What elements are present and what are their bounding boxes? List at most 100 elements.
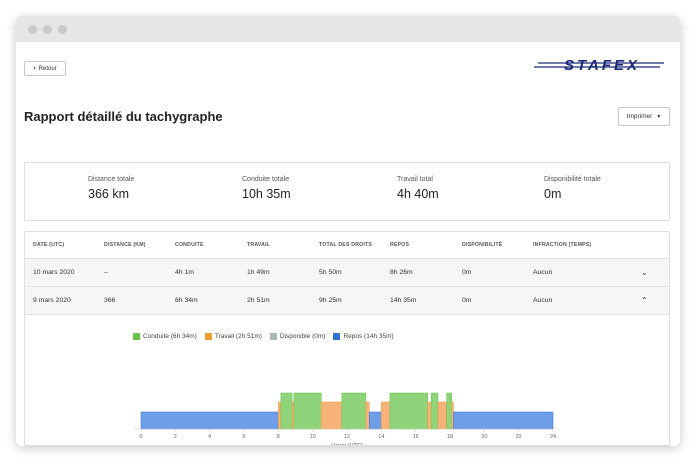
col-header-repos[interactable]: Repos bbox=[390, 242, 410, 248]
segment-conduite[interactable] bbox=[430, 392, 439, 430]
cell-repos: 14h 35m bbox=[390, 297, 417, 304]
back-button-label: Retour bbox=[38, 65, 57, 72]
cell-distance: – bbox=[104, 269, 108, 276]
segment-conduite[interactable] bbox=[293, 392, 322, 430]
x-axis-label: Heure (UTC) bbox=[331, 443, 363, 446]
chevron-up-icon[interactable]: ⌃ bbox=[641, 296, 648, 305]
x-tick-label: 8 bbox=[277, 434, 280, 440]
x-tick-label: 12 bbox=[344, 434, 350, 440]
x-tick-label: 14 bbox=[378, 434, 384, 440]
legend-label: Repos (14h 35m) bbox=[343, 333, 394, 340]
stat-value: 0m bbox=[544, 187, 562, 201]
segment-travail[interactable] bbox=[321, 401, 343, 430]
segment-travail[interactable] bbox=[291, 401, 295, 430]
logo-text: STAFEX bbox=[564, 57, 640, 73]
segment-travail[interactable] bbox=[427, 401, 432, 430]
x-tick-label: 18 bbox=[447, 434, 453, 440]
cell-conduite: 6h 34m bbox=[175, 297, 198, 304]
chart-legend: Conduite (6h 34m) Travail (2h 51m) Dispo… bbox=[133, 333, 394, 340]
x-tick-label: 6 bbox=[242, 434, 245, 440]
chevron-left-icon: ‹ bbox=[33, 65, 36, 72]
col-header-date[interactable]: Date (UTC) bbox=[33, 242, 65, 248]
segment-travail[interactable] bbox=[437, 401, 447, 430]
page-title: Rapport détaillé du tachygraphe bbox=[24, 109, 223, 124]
table-row[interactable]: 9 mars 2020 366 6h 34m 2h 51m 9h 25m 14h… bbox=[25, 287, 669, 315]
stat-disponibilite: Disponibilité totale 0m bbox=[544, 176, 601, 201]
segment-travail[interactable] bbox=[451, 401, 454, 430]
segment-repos[interactable] bbox=[369, 411, 382, 430]
legend-swatch bbox=[133, 333, 140, 340]
stafex-logo: STAFEX bbox=[534, 57, 664, 73]
segment-travail[interactable] bbox=[381, 401, 391, 430]
legend-label: Travail (2h 51m) bbox=[214, 333, 262, 340]
x-tick-label: 4 bbox=[208, 434, 211, 440]
summary-card: Distance totale 366 km Conduite totale 1… bbox=[24, 162, 670, 221]
back-button[interactable]: ‹ Retour bbox=[24, 61, 66, 76]
legend-item-travail[interactable]: Travail (2h 51m) bbox=[204, 333, 262, 340]
chevron-down-icon[interactable]: ⌄ bbox=[641, 268, 648, 277]
segment-repos[interactable] bbox=[140, 411, 279, 430]
stat-value: 366 km bbox=[88, 187, 129, 201]
window-dot-minimize[interactable] bbox=[43, 24, 52, 34]
table-row[interactable]: 10 mars 2020 – 4h 1m 1h 49m 5h 50m 8h 26… bbox=[25, 259, 669, 287]
activity-chart: Conduite (6h 34m) Travail (2h 51m) Dispo… bbox=[25, 316, 669, 446]
x-tick-label: 0 bbox=[139, 434, 142, 440]
window-dot-close[interactable] bbox=[28, 24, 37, 34]
legend-item-conduite[interactable]: Conduite (6h 34m) bbox=[133, 333, 197, 340]
stat-value: 10h 35m bbox=[242, 187, 291, 201]
cell-travail: 2h 51m bbox=[247, 297, 270, 304]
col-header-disponibilite[interactable]: Disponibilité bbox=[462, 242, 503, 248]
table-header: Date (UTC) Distance (km) Conduite Travai… bbox=[25, 232, 669, 259]
window-titlebar bbox=[16, 16, 680, 42]
stat-label: Travail total bbox=[397, 176, 433, 183]
cell-distance: 366 bbox=[104, 297, 116, 304]
cell-infraction: Aucun bbox=[533, 269, 553, 276]
browser-window: ‹ Retour STAFEX Rapport détaillé du tach… bbox=[16, 16, 680, 446]
col-header-distance[interactable]: Distance (km) bbox=[104, 242, 146, 248]
window-dot-maximize[interactable] bbox=[58, 24, 67, 34]
col-header-conduite[interactable]: Conduite bbox=[175, 242, 204, 248]
segment-travail[interactable] bbox=[365, 401, 370, 430]
col-header-travail[interactable]: Travail bbox=[247, 242, 271, 248]
legend-item-disponible[interactable]: Disponible (0m) bbox=[269, 333, 326, 340]
cell-date: 10 mars 2020 bbox=[33, 269, 75, 276]
cell-conduite: 4h 1m bbox=[175, 269, 194, 276]
x-tick-label: 2 bbox=[174, 434, 177, 440]
stat-conduite: Conduite totale 10h 35m bbox=[242, 176, 291, 201]
segment-conduite[interactable] bbox=[341, 392, 367, 430]
col-header-total[interactable]: Total des droits bbox=[319, 242, 373, 248]
cell-disponibilite: 0m bbox=[462, 297, 472, 304]
legend-item-repos[interactable]: Repos (14h 35m) bbox=[333, 333, 394, 340]
cell-total: 5h 50m bbox=[319, 269, 342, 276]
legend-label: Disponible (0m) bbox=[279, 333, 326, 340]
cell-infraction: Aucun bbox=[533, 297, 553, 304]
legend-swatch bbox=[333, 333, 341, 340]
stat-label: Conduite totale bbox=[242, 176, 290, 183]
cell-disponibilite: 0m bbox=[462, 269, 472, 276]
stat-label: Distance totale bbox=[88, 176, 135, 183]
segment-repos[interactable] bbox=[453, 411, 554, 430]
stat-travail: Travail total 4h 40m bbox=[397, 176, 439, 201]
print-button-label: Imprimer bbox=[626, 113, 653, 120]
col-header-infraction[interactable]: Infraction (temps) bbox=[533, 242, 592, 248]
stat-label: Disponibilité totale bbox=[544, 176, 601, 183]
legend-label: Conduite (6h 34m) bbox=[143, 333, 197, 340]
legend-swatch bbox=[269, 333, 277, 340]
print-dropdown-button[interactable]: Imprimer ▼ bbox=[618, 107, 670, 126]
segment-conduite[interactable] bbox=[280, 392, 293, 430]
page-content: ‹ Retour STAFEX Rapport détaillé du tach… bbox=[16, 42, 680, 446]
legend-swatch bbox=[204, 333, 212, 340]
stat-value: 4h 40m bbox=[397, 187, 439, 201]
segment-conduite[interactable] bbox=[389, 392, 428, 430]
stat-distance: Distance totale 366 km bbox=[88, 176, 134, 201]
segment-travail[interactable] bbox=[278, 401, 282, 430]
x-tick-label: 24 bbox=[550, 434, 556, 440]
cell-repos: 8h 26m bbox=[390, 269, 413, 276]
x-tick-label: 10 bbox=[310, 434, 316, 440]
x-tick-label: 16 bbox=[413, 434, 419, 440]
report-table: Date (UTC) Distance (km) Conduite Travai… bbox=[24, 231, 670, 446]
cell-travail: 1h 49m bbox=[247, 269, 270, 276]
cell-total: 9h 25m bbox=[319, 297, 342, 304]
segment-conduite[interactable] bbox=[446, 392, 452, 430]
